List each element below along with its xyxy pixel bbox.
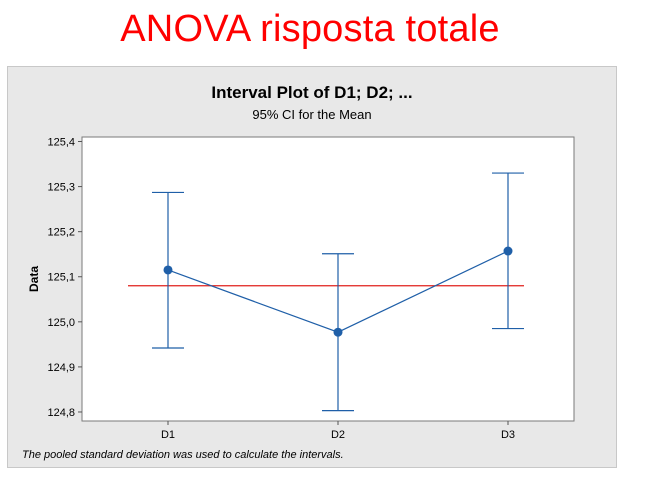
y-tick-label: 125,3 [47,182,75,194]
x-tick-label: D2 [331,429,345,441]
y-axis-label: Data [27,266,41,292]
y-tick-label: 125,1 [47,272,75,284]
y-tick-label: 125,2 [47,227,75,239]
mean-point-d1 [163,265,173,275]
plot-area [81,136,575,422]
chart-title: Interval Plot of D1; D2; ... [211,83,413,102]
y-tick-label: 125,4 [47,137,75,149]
x-tick-label: D3 [501,429,515,441]
mean-point-d2 [333,327,343,337]
interval-plot: 124,8 124,9 125,0 125,1 125,2 125,3 125,4 D1 D2 D… [27,136,575,441]
chart-subtitle: 95% CI for the Mean [252,107,372,122]
chart-frame: Interval Plot of D1; D2; ... 95% CI for … [7,66,617,468]
x-tick-label: D1 [161,429,175,441]
y-tick-label: 124,9 [47,362,75,374]
y-tick-label: 125,0 [47,317,75,329]
y-tick-label: 124,8 [47,407,75,419]
mean-point-d3 [503,246,513,256]
slide-title: ANOVA risposta totale [120,8,500,50]
chart-footnote: The pooled standard deviation was used t… [22,449,344,461]
